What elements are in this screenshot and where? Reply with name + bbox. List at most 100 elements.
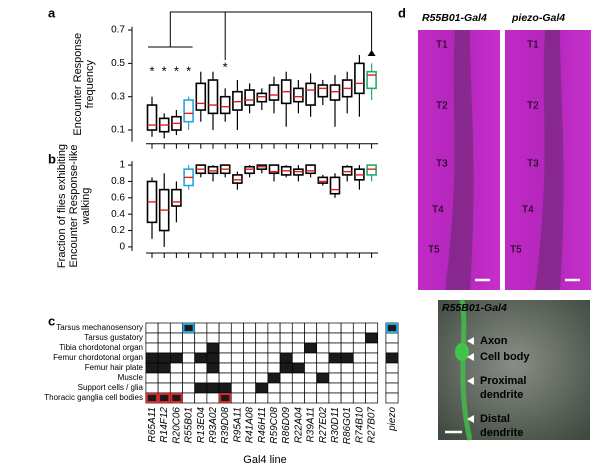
matrix-cell [218,322,232,334]
matrix-cell [352,362,366,374]
row-label: Femur chordotonal organ [53,353,143,362]
matrix-cell [352,322,366,334]
matrix-cell [157,362,171,374]
segment-label: T5 [510,245,522,256]
matrix-cell [255,392,269,404]
matrix-cell [169,342,183,354]
column-label: R95A11 [232,407,243,442]
matrix-cell [182,332,196,344]
annotation: Cell body [480,351,530,363]
segment-label: T4 [432,205,444,216]
matrix-cell [385,382,399,394]
matrix-cell [328,372,342,384]
column-label: R46H11 [257,407,268,443]
significance: * [149,63,154,78]
annotation: dendrite [480,427,523,439]
matrix-cell [340,352,354,364]
matrix-cell [340,372,354,384]
y-tick-label: 0.3 [111,91,125,102]
column-label: R55B01 [184,407,195,443]
matrix-cell [243,372,257,384]
matrix-cell [365,322,379,334]
significance: * [162,63,167,78]
matrix-cell [218,382,232,394]
matrix-cell [218,362,232,374]
matrix-cell [169,332,183,344]
matrix-cell [267,352,281,364]
column-label: R39D08 [220,407,231,444]
box [183,99,194,123]
arrowhead [467,415,474,423]
box [341,165,353,176]
matrix-cell [182,352,196,364]
matrix-cell [316,392,330,404]
matrix-cell [255,342,269,354]
y-tick-label: 0 [119,242,125,253]
matrix-cell [145,372,159,384]
matrix-cell [157,332,171,344]
matrix-cell [169,372,183,384]
matrix-cell [230,392,244,404]
matrix-cell [279,372,293,384]
matrix-cell [157,382,171,394]
matrix-cell [352,372,366,384]
matrix-cell [352,392,366,404]
matrix-cell [169,352,183,364]
column-label: R27E02 [318,407,329,444]
panel-letter: d [398,5,406,20]
box [366,70,377,90]
matrix-cell [145,332,159,344]
matrix-cell [267,322,281,334]
matrix-cell [145,382,159,394]
cell-highlight [385,323,399,333]
matrix-cell [340,332,354,344]
matrix-cell [194,332,208,344]
matrix-cell [206,362,220,374]
matrix-cell [206,332,220,344]
significance: * [223,59,228,74]
matrix-cell [279,332,293,344]
row-label: Femur hair plate [85,363,144,372]
arrowhead [467,377,474,385]
matrix-cell [340,392,354,404]
column-label: R59C08 [269,407,280,444]
row-label: Thoracic ganglia cell bodies [44,393,143,402]
matrix-cell [365,372,379,384]
matrix-cell [218,352,232,364]
matrix-cell [194,342,208,354]
matrix-cell [316,362,330,374]
box [207,165,219,175]
box [366,164,377,176]
box [305,164,316,175]
matrix-cell [352,342,366,354]
panel-letter: b [48,151,56,166]
cell-highlight [219,393,232,403]
y-axis-label: Encounter Response [72,33,84,136]
box [329,84,341,101]
segment-label: T2 [527,101,539,112]
column-label: R93A02 [208,407,219,444]
matrix-cell [255,322,269,334]
matrix-cell [304,342,318,354]
y-tick-label: 0.1 [111,125,125,136]
matrix-cell [157,322,171,334]
matrix-cell [304,372,318,384]
arrowhead [467,353,474,361]
box [329,176,341,195]
significance: * [174,63,179,78]
matrix-cell [316,332,330,344]
image-title: R55B01-Gal4 [442,302,507,314]
matrix-cell [304,382,318,394]
cell-highlight [145,393,159,403]
matrix-cell [340,362,354,374]
row-label: Tarsus mechanosensory [56,323,143,332]
matrix-cell [328,332,342,344]
matrix-cell [169,362,183,374]
box [268,164,280,175]
matrix-cell [255,352,269,364]
column-label: piezo [387,407,398,432]
matrix-cell [328,352,342,364]
column-label: R14F12 [159,407,170,443]
y-tick-label: 0.5 [111,58,125,69]
matrix-cell [385,362,399,374]
